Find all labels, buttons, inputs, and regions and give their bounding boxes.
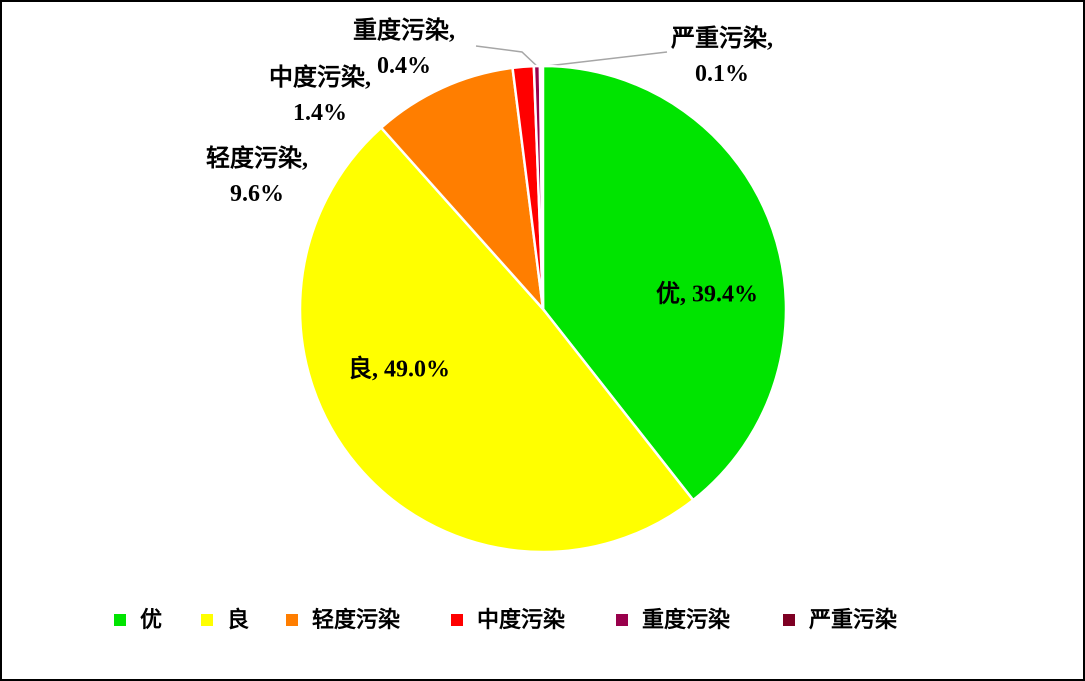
data-label: 中度污染, 1.4% — [269, 65, 371, 126]
legend-swatch — [114, 614, 126, 626]
data-label: 优, 39.4% — [656, 281, 758, 308]
legend-label: 中度污染 — [477, 607, 565, 632]
legend-swatch — [616, 614, 628, 626]
data-label: 严重污染, 0.1% — [671, 26, 773, 87]
legend-label: 重度污染 — [642, 607, 730, 632]
data-label: 良, 49.0% — [348, 356, 450, 383]
legend-swatch — [451, 614, 463, 626]
legend-swatch — [201, 614, 213, 626]
leader-line — [546, 51, 668, 67]
legend-label: 良 — [227, 607, 249, 632]
legend-swatch — [783, 614, 795, 626]
pie-slice — [379, 66, 545, 313]
data-label: 轻度污染, 9.6% — [206, 146, 308, 207]
legend-swatch — [286, 614, 298, 626]
leader-line — [475, 45, 540, 69]
data-label: 重度污染, 0.4% — [353, 18, 455, 79]
legend-label: 严重污染 — [809, 607, 897, 632]
legend-label: 优 — [140, 607, 162, 632]
pie-slice — [538, 64, 545, 310]
legend-label: 轻度污染 — [312, 607, 400, 632]
pie-slice — [541, 64, 788, 502]
pie-slice — [298, 125, 695, 554]
